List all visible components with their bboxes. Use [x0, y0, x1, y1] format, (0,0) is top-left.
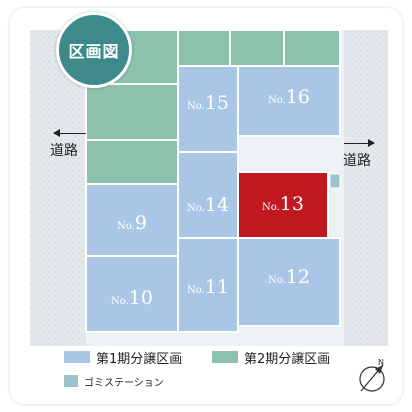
legend-phase2-label: 第2期分譲区画	[244, 352, 331, 367]
lot-16-label[interactable]: No. 16	[238, 86, 340, 108]
lot-13-shape[interactable]	[237, 171, 329, 239]
lot-11-label[interactable]: No. 11	[178, 276, 238, 298]
legend-garbage-swatch	[64, 375, 78, 387]
lot-12-shape	[237, 237, 341, 327]
road-label-right: 道路	[343, 153, 371, 169]
lot-prefix: No.	[187, 203, 205, 214]
lot-9-label[interactable]: No. 9	[86, 212, 178, 234]
lot-number: 9	[134, 212, 147, 234]
legend-garbage-label: ゴミステーション	[84, 378, 164, 389]
lot-13-label[interactable]: No. 13	[238, 193, 328, 215]
lot-prefix: No.	[117, 221, 135, 232]
lot-prefix: No.	[187, 101, 205, 112]
lot-prefix: No.	[262, 202, 280, 213]
garbage-station	[329, 173, 341, 189]
lot-prefix: No.	[187, 285, 205, 296]
lot-number: 15	[204, 92, 229, 114]
lot-15-shape	[177, 65, 239, 153]
lot-number: 11	[204, 276, 229, 298]
road-label-left: 道路	[50, 143, 78, 159]
lot-number: 10	[128, 287, 153, 309]
lot-14-shape	[177, 151, 239, 239]
map-title: 区画図	[68, 42, 120, 61]
phase2-lot	[85, 83, 179, 141]
road-arrow-right-icon	[344, 139, 375, 147]
lot-prefix: No.	[111, 296, 129, 307]
phase2-lot	[283, 29, 341, 67]
legend-phase1-swatch	[64, 351, 90, 363]
phase2-lot	[229, 29, 285, 67]
compass-label: N	[378, 358, 384, 367]
lot-number: 12	[285, 266, 310, 288]
lot-14-label[interactable]: No. 14	[178, 194, 238, 216]
lot-prefix: No.	[268, 95, 286, 106]
road-arrow-left-icon	[53, 129, 86, 137]
phase2-lot	[177, 29, 231, 67]
lot-number: 14	[204, 194, 229, 216]
north-arrow-icon: N	[354, 356, 390, 400]
lot-prefix: No.	[268, 275, 286, 286]
lot-number: 16	[285, 86, 310, 108]
lot-10-label[interactable]: No. 10	[86, 287, 178, 309]
road-east	[344, 30, 388, 346]
map-title-badge: 区画図	[56, 12, 132, 88]
lot-15-label[interactable]: No. 15	[178, 92, 238, 114]
lot-16-shape	[237, 65, 341, 137]
legend-phase2-swatch	[212, 351, 238, 363]
lot-number: 13	[279, 193, 304, 215]
lot-12-label[interactable]: No. 12	[238, 266, 340, 288]
legend-phase1-label: 第1期分譲区画	[96, 352, 183, 367]
lot-10-shape	[85, 255, 179, 333]
phase2-lot	[85, 139, 179, 185]
phase1-lots	[85, 65, 341, 333]
lot-9-shape	[85, 183, 179, 257]
